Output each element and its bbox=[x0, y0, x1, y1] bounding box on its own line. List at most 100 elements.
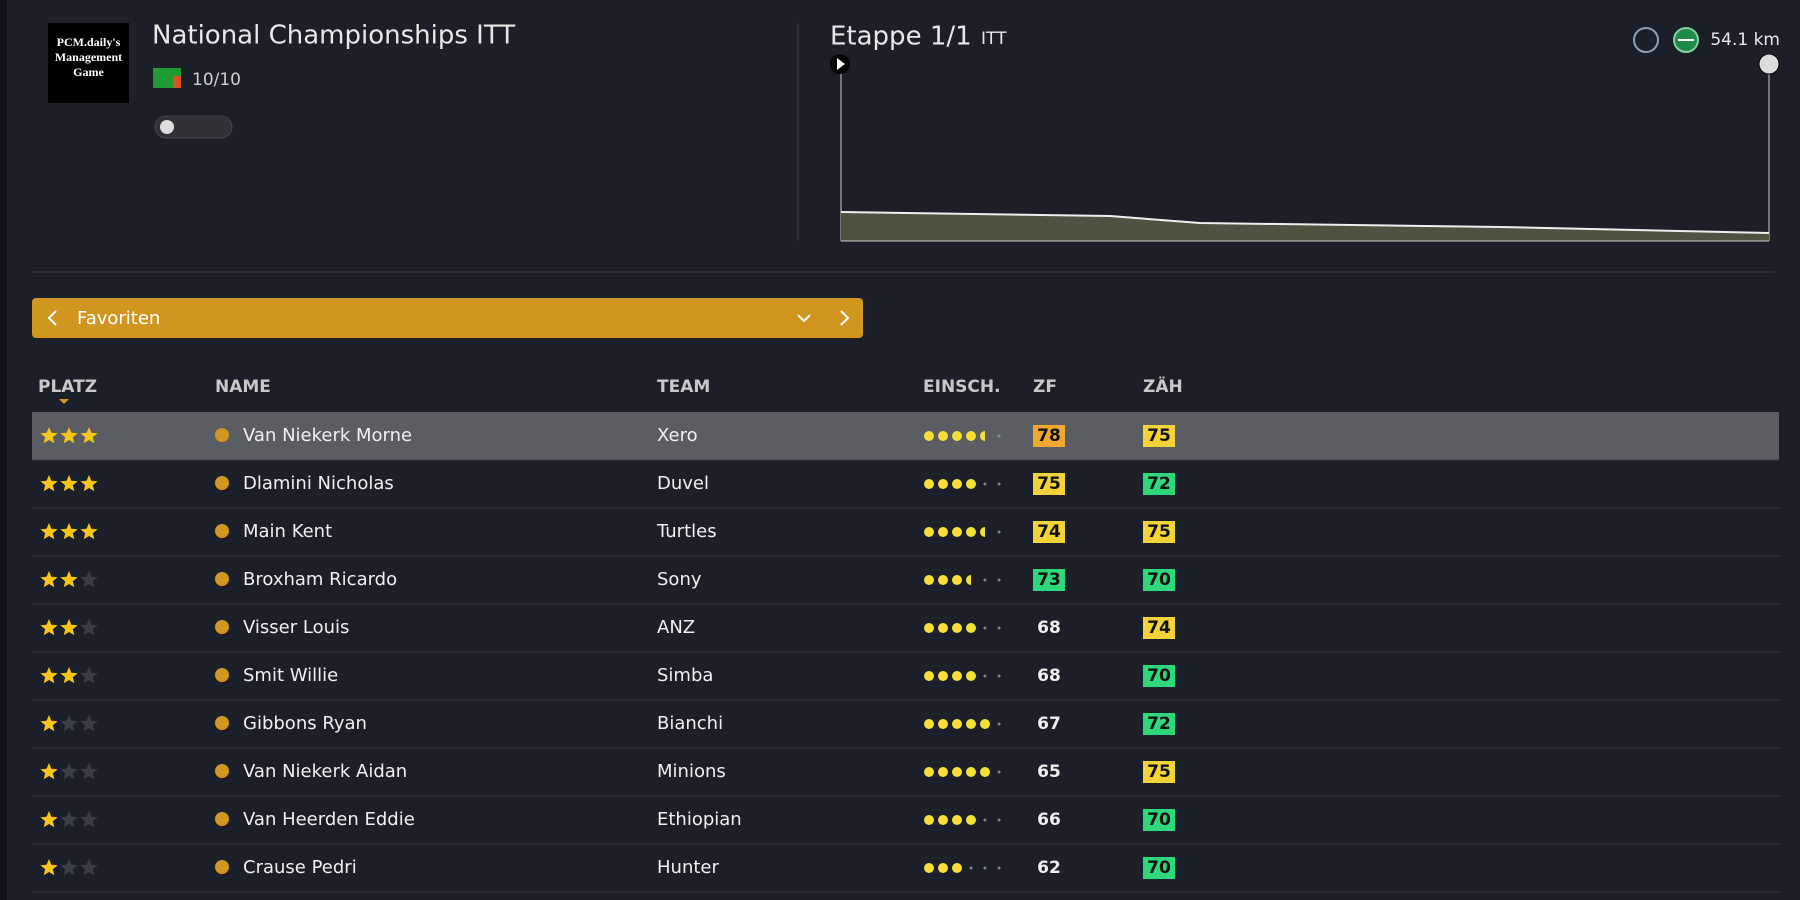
stat-zf: 62 bbox=[1037, 858, 1061, 878]
stars bbox=[40, 619, 98, 636]
stat-zah: 70 bbox=[1147, 858, 1171, 878]
star bbox=[60, 427, 78, 444]
rider-name: Van Niekerk Aidan bbox=[243, 761, 407, 782]
stat-zah: 70 bbox=[1147, 570, 1171, 590]
dot-full bbox=[924, 863, 934, 873]
left-edge bbox=[0, 0, 7, 900]
info-icon[interactable] bbox=[215, 428, 229, 442]
dot-half bbox=[980, 431, 985, 441]
rider-name: Broxham Ricardo bbox=[243, 569, 397, 590]
dot-full bbox=[938, 815, 948, 825]
stat-badge bbox=[1143, 713, 1175, 735]
stars bbox=[40, 475, 98, 492]
dot-full bbox=[924, 575, 934, 585]
stars bbox=[40, 811, 98, 828]
info-icon[interactable] bbox=[215, 524, 229, 538]
dropdown-arrow[interactable] bbox=[797, 314, 811, 323]
info-icon[interactable] bbox=[215, 716, 229, 730]
stat-badge bbox=[1033, 473, 1065, 495]
stat-zah: 74 bbox=[1147, 618, 1171, 638]
star bbox=[60, 571, 78, 588]
star bbox=[40, 619, 58, 636]
dot-empty bbox=[997, 482, 1001, 486]
start-arrow bbox=[837, 58, 845, 70]
dot-full bbox=[952, 767, 962, 777]
star bbox=[40, 571, 58, 588]
stat-badge bbox=[1143, 857, 1175, 879]
stat-zah: 70 bbox=[1147, 666, 1171, 686]
dot-full bbox=[938, 863, 948, 873]
stat-badge bbox=[1143, 761, 1175, 783]
star bbox=[60, 763, 78, 780]
dot-full bbox=[952, 431, 962, 441]
star bbox=[40, 427, 58, 444]
star bbox=[80, 667, 98, 684]
rider-name: Crause Pedri bbox=[243, 857, 357, 878]
stars bbox=[40, 667, 98, 684]
stars bbox=[40, 715, 98, 732]
stat-zah: 75 bbox=[1147, 522, 1171, 542]
info-icon[interactable] bbox=[215, 860, 229, 874]
star bbox=[80, 523, 98, 540]
next-button[interactable] bbox=[840, 310, 850, 326]
team-name: Hunter bbox=[657, 857, 719, 878]
toggle[interactable] bbox=[154, 115, 233, 139]
dot-full bbox=[924, 719, 934, 729]
stat-zah: 75 bbox=[1147, 762, 1171, 782]
stat-zf: 68 bbox=[1037, 618, 1061, 638]
info-icon[interactable] bbox=[215, 476, 229, 490]
dot-empty bbox=[983, 578, 987, 582]
team-name: Turtles bbox=[656, 521, 717, 542]
dot-full bbox=[952, 623, 962, 633]
sort-indicator bbox=[59, 399, 69, 404]
stars bbox=[40, 427, 98, 444]
column-header: ZF bbox=[1033, 377, 1057, 397]
stat-zf: 65 bbox=[1037, 762, 1061, 782]
dot-full bbox=[938, 527, 948, 537]
dot-half bbox=[980, 527, 985, 537]
dot-full bbox=[938, 767, 948, 777]
stat-zf: 67 bbox=[1037, 714, 1061, 734]
column-header: ZÄH bbox=[1143, 375, 1183, 397]
prev-button[interactable] bbox=[47, 310, 57, 326]
form-dots bbox=[924, 623, 1001, 633]
stars bbox=[40, 859, 98, 876]
info-icon[interactable] bbox=[215, 572, 229, 586]
logo bbox=[48, 23, 129, 103]
stat-badge bbox=[1143, 569, 1175, 591]
info-icon[interactable] bbox=[215, 668, 229, 682]
dot-empty bbox=[983, 482, 987, 486]
info-icon[interactable] bbox=[215, 812, 229, 826]
stat-zf: 75 bbox=[1037, 474, 1061, 494]
dot-full bbox=[952, 671, 962, 681]
dot-full bbox=[952, 575, 962, 585]
dot-empty bbox=[983, 674, 987, 678]
dropdown[interactable] bbox=[32, 298, 863, 338]
team-name: Simba bbox=[657, 665, 713, 686]
column-header: PLATZ bbox=[38, 377, 97, 397]
dot-full bbox=[924, 815, 934, 825]
dot-full bbox=[924, 623, 934, 633]
rider-name: Gibbons Ryan bbox=[243, 713, 367, 734]
stage-type: ITT bbox=[981, 29, 1007, 49]
dropdown-label: Favoriten bbox=[77, 308, 160, 329]
event-title: National Championships ITT bbox=[152, 21, 515, 51]
dot-empty bbox=[997, 434, 1001, 438]
finish-marker bbox=[1758, 53, 1780, 75]
stat-zah: 70 bbox=[1147, 810, 1171, 830]
dot-full bbox=[938, 671, 948, 681]
stat-badge bbox=[1143, 665, 1175, 687]
info-icon[interactable] bbox=[215, 764, 229, 778]
dot-full bbox=[966, 767, 976, 777]
star bbox=[80, 859, 98, 876]
dot-empty bbox=[969, 866, 973, 870]
dot-empty bbox=[997, 770, 1001, 774]
stat-zf: 78 bbox=[1037, 426, 1061, 446]
star bbox=[60, 715, 78, 732]
stars bbox=[40, 571, 98, 588]
info-icon[interactable] bbox=[215, 620, 229, 634]
form-dots bbox=[924, 479, 1001, 489]
logo-text: PCM.daily's Management Game bbox=[54, 35, 123, 79]
clock-icon bbox=[1633, 27, 1659, 53]
dot-empty bbox=[983, 866, 987, 870]
